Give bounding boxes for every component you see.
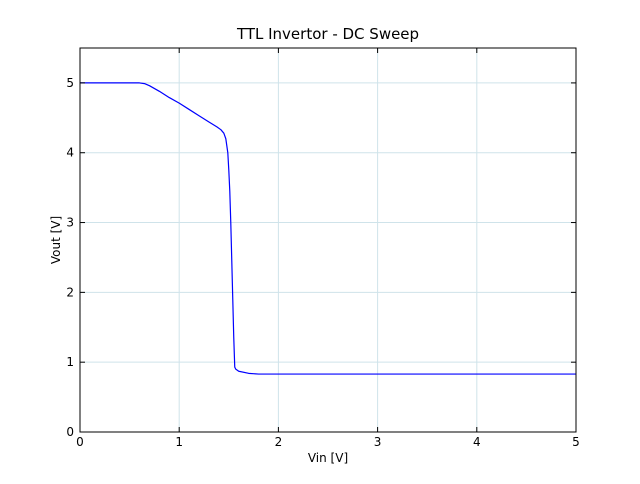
y-tick-label: 3 <box>66 216 74 230</box>
chart-title: TTL Invertor - DC Sweep <box>236 25 419 43</box>
grid <box>79 48 577 433</box>
y-tick-label: 4 <box>66 146 74 160</box>
y-tick-label: 5 <box>66 76 74 90</box>
plot-background <box>80 48 576 432</box>
y-tick-label: 1 <box>66 355 74 369</box>
series-line <box>80 82 576 375</box>
ticks: 0 1 2 3 4 5 0 1 2 3 4 5 <box>66 48 580 449</box>
x-axis-label: Vin [V] <box>308 451 348 465</box>
x-tick-label: 5 <box>572 435 580 449</box>
x-tick-label: 0 <box>76 435 84 449</box>
x-tick-label: 4 <box>473 435 481 449</box>
x-tick-label: 1 <box>175 435 183 449</box>
y-tick-label: 2 <box>66 285 74 299</box>
plot-frame <box>79 47 577 433</box>
y-tick-label: 0 <box>66 425 74 439</box>
x-tick-label: 3 <box>374 435 382 449</box>
y-axis-label: Vout [V] <box>49 216 63 264</box>
series-group <box>80 82 576 375</box>
x-tick-label: 2 <box>275 435 283 449</box>
